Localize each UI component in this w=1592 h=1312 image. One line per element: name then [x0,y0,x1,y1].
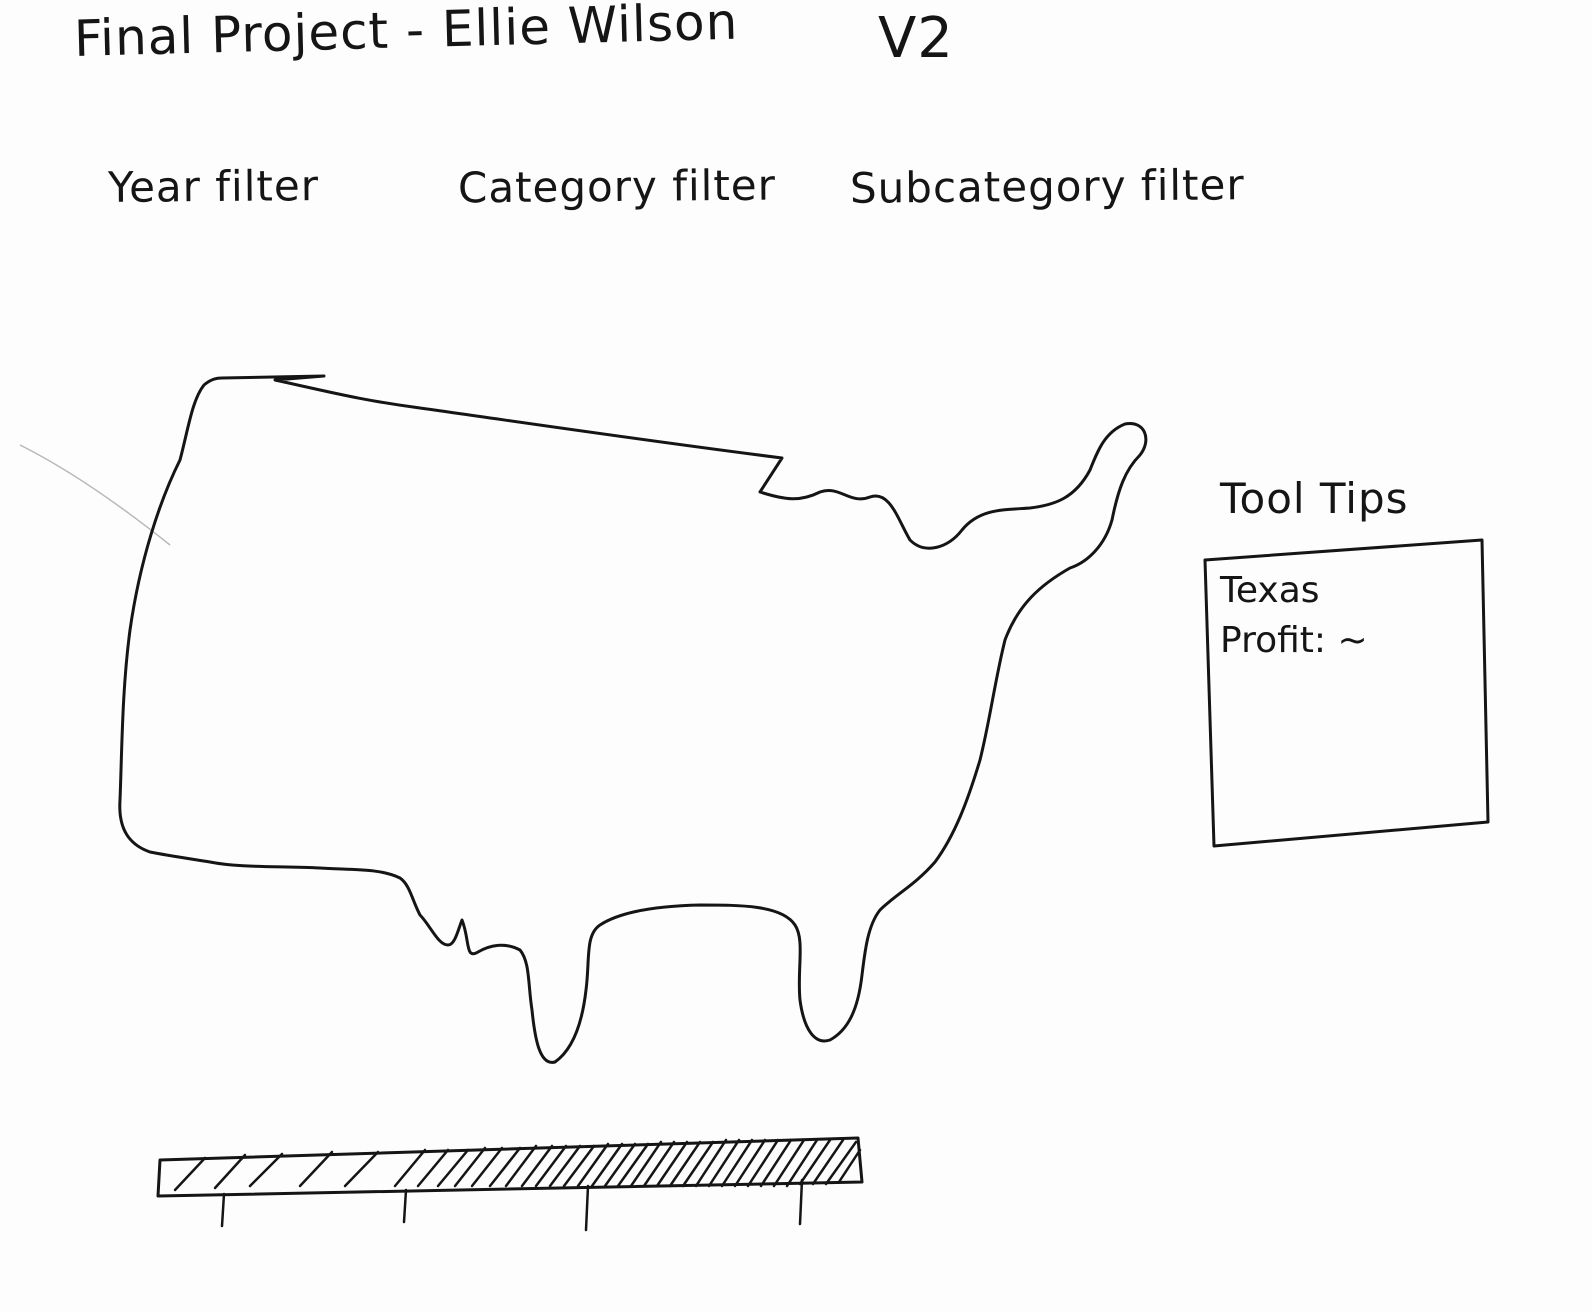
timeline-tick [402,1188,408,1224]
tooltip-heading: Tool Tips [1220,474,1409,523]
tooltip-profit: Profit: ~ [1220,620,1368,661]
timeline-slider-track [156,1136,864,1198]
timeline-tick [220,1192,226,1228]
version-label: V2 [878,6,954,71]
tooltip-content: Texas Profit: ~ [1220,566,1368,666]
stray-pencil-line [19,444,171,546]
timeline-tick [798,1178,804,1226]
us-map-outline [118,374,1148,1064]
tooltip-state: Texas [1220,570,1320,611]
timeline-hatching [173,1138,862,1192]
timeline-tick [584,1184,590,1232]
timeline-ticks [220,1178,804,1232]
tooltip-box [1203,538,1490,848]
timeline-slider[interactable] [156,1136,864,1232]
